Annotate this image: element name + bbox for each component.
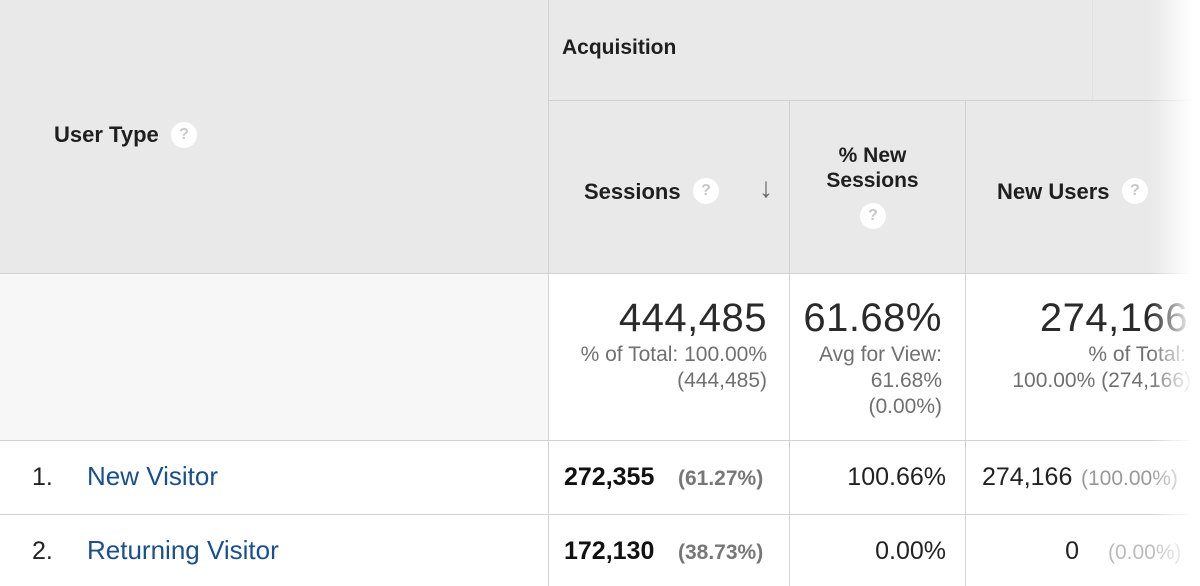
right-edge-fade <box>1150 0 1200 586</box>
header-pct-new-sessions-cell[interactable] <box>790 101 965 273</box>
grid-line <box>0 273 1200 274</box>
new-users-header[interactable]: New Users <box>997 179 1110 204</box>
row-index: 1. <box>32 463 53 491</box>
row-new-users: 0 <box>1065 537 1079 565</box>
user-type-header[interactable]: User Type <box>54 122 159 147</box>
totals-label-cell <box>0 274 548 440</box>
header-acquisition-cell <box>549 0 1200 100</box>
row-new-users: 274,166 <box>982 463 1073 491</box>
total-sessions-pct: % of Total: 100.00% <box>580 343 767 366</box>
row-sessions: 172,130 <box>564 537 655 565</box>
total-sessions: 444,485 <box>618 296 767 340</box>
grid-line <box>965 100 966 586</box>
row-pct-new-sessions: 100.66% <box>847 463 946 491</box>
row-sessions: 272,355 <box>564 463 655 491</box>
grid-line <box>548 100 1200 101</box>
total-pct-new-sessions: 61.68% <box>803 296 942 340</box>
total-pct-new-avg-value: 61.68% <box>870 369 942 392</box>
user-type-link-returning-visitor[interactable]: Returning Visitor <box>87 535 279 565</box>
help-icon[interactable]: ? <box>693 178 719 204</box>
sessions-header[interactable]: Sessions <box>584 179 681 204</box>
grid-line <box>789 100 790 586</box>
total-pct-new-delta: (0.00%) <box>868 395 942 418</box>
user-type-link-new-visitor[interactable]: New Visitor <box>87 461 219 491</box>
grid-line <box>0 514 1200 515</box>
row-pct-new-sessions: 0.00% <box>875 537 946 565</box>
header-user-type-cell <box>0 0 548 273</box>
help-icon[interactable]: ? <box>860 203 886 229</box>
grid-line <box>1092 0 1093 100</box>
pct-new-sessions-header-line1[interactable]: % New <box>838 144 907 167</box>
total-new-users-pct-value: 100.00% (274,166) <box>1012 369 1191 392</box>
grid-line <box>0 440 1200 441</box>
sort-descending-icon[interactable]: ↓ <box>759 172 773 203</box>
total-pct-new-avg-label: Avg for View: <box>819 343 942 366</box>
row-sessions-pct: (38.73%) <box>678 541 764 564</box>
row-index: 2. <box>32 537 53 565</box>
help-icon[interactable]: ? <box>1122 178 1148 204</box>
pct-new-sessions-header-line2[interactable]: Sessions <box>826 169 919 192</box>
acquisition-header: Acquisition <box>562 36 677 59</box>
grid-line <box>548 0 549 586</box>
help-icon[interactable]: ? <box>171 122 197 148</box>
row-sessions-pct: (61.27%) <box>678 467 764 490</box>
header-sessions-cell[interactable] <box>549 101 789 273</box>
total-sessions-abs: (444,485) <box>677 369 767 392</box>
